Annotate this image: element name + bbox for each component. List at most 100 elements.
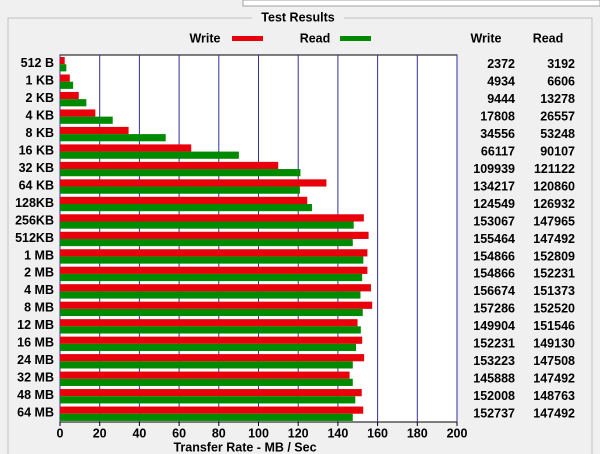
- y-tick-label: 4 KB: [26, 108, 54, 122]
- bar: [60, 326, 361, 334]
- table-value: 26557: [540, 109, 575, 123]
- y-tick-label: 128KB: [15, 196, 54, 210]
- table-value: 147492: [533, 232, 575, 246]
- bar: [60, 134, 166, 142]
- bar: [60, 413, 353, 421]
- bar: [60, 221, 354, 229]
- bar: [60, 238, 353, 247]
- x-tick-label: 60: [172, 426, 186, 440]
- y-tick-label: 16 MB: [17, 336, 54, 350]
- bar: [60, 371, 350, 379]
- table-value: 149904: [473, 319, 515, 333]
- y-tick-label: 2 KB: [26, 91, 54, 105]
- bar: [60, 273, 363, 282]
- table-value: 151546: [533, 319, 575, 333]
- table-value: 157286: [473, 302, 515, 316]
- x-tick-label: 180: [407, 426, 428, 440]
- x-tick-label: 20: [93, 426, 107, 440]
- bar: [60, 204, 312, 212]
- legend-label: Read: [300, 31, 331, 45]
- table-value: 90107: [540, 144, 575, 158]
- chart-title: Test Results: [261, 10, 334, 24]
- y-tick-label: 2 MB: [24, 266, 54, 280]
- bar: [60, 249, 368, 257]
- y-tick-label: 16 KB: [19, 143, 54, 157]
- table-value: 154866: [473, 249, 515, 263]
- table-value: 154866: [473, 267, 515, 281]
- table-value: 3192: [547, 57, 575, 71]
- table-value: 151373: [533, 284, 575, 298]
- table-value: 149130: [533, 337, 575, 351]
- table-value: 9444: [487, 92, 515, 106]
- table-value: 148763: [533, 389, 575, 403]
- bar: [60, 109, 96, 117]
- table-value: 34556: [480, 127, 515, 141]
- y-tick-label: 512 B: [21, 56, 54, 70]
- table-value: 124549: [473, 197, 515, 211]
- x-tick-label: 40: [132, 426, 146, 440]
- y-tick-label: 32 KB: [19, 161, 54, 175]
- bar: [60, 126, 129, 135]
- table-value: 147508: [533, 354, 575, 368]
- y-tick-label: 1 MB: [24, 248, 54, 262]
- table-value: 152737: [473, 407, 515, 421]
- y-tick-label: 32 MB: [17, 371, 54, 385]
- bar: [60, 396, 356, 404]
- y-tick-label: 8 KB: [26, 126, 54, 140]
- legend-swatch: [232, 36, 263, 41]
- bar: [60, 144, 192, 152]
- bar: [60, 116, 113, 124]
- x-tick-label: 120: [288, 426, 309, 440]
- bar: [60, 161, 279, 170]
- table-value: 109939: [473, 162, 515, 176]
- table-value: 153067: [473, 214, 515, 228]
- bar: [60, 64, 67, 72]
- table-value: 153223: [473, 354, 515, 368]
- table-value: 152520: [533, 302, 575, 316]
- y-tick-label: 24 MB: [17, 353, 54, 367]
- bar: [60, 354, 365, 362]
- bar: [60, 284, 371, 292]
- x-tick-label: 100: [248, 426, 269, 440]
- table-header: Read: [533, 31, 564, 45]
- bar: [60, 389, 362, 397]
- table-value: 147965: [533, 214, 575, 228]
- bar: [60, 343, 357, 352]
- bar: [60, 214, 364, 222]
- x-tick-label: 140: [327, 426, 348, 440]
- y-tick-label: 64 MB: [17, 406, 54, 420]
- bar: [60, 81, 74, 89]
- x-axis-label: Transfer Rate - MB / Sec: [173, 440, 316, 454]
- table-value: 2372: [487, 57, 515, 71]
- y-tick-label: 256KB: [15, 213, 54, 227]
- bar: [60, 336, 363, 344]
- table-value: 152008: [473, 389, 515, 403]
- bar: [60, 266, 368, 274]
- table-value: 17808: [480, 109, 515, 123]
- table-value: 121122: [534, 162, 575, 176]
- y-tick-label: 1 KB: [26, 74, 54, 88]
- bar: [60, 179, 327, 187]
- y-tick-label: 64 KB: [19, 178, 54, 192]
- bar: [60, 196, 308, 205]
- table-value: 155464: [473, 232, 515, 246]
- legend-swatch: [340, 36, 371, 41]
- table-value: 66117: [481, 144, 515, 158]
- y-tick-label: 12 MB: [17, 318, 54, 332]
- title-backdrop: [252, 9, 344, 27]
- bar: [60, 301, 373, 309]
- table-value: 156674: [473, 284, 515, 298]
- x-tick-label: 0: [57, 426, 64, 440]
- table-value: 126932: [533, 197, 575, 211]
- x-tick-label: 200: [447, 426, 468, 440]
- table-header: Write: [470, 31, 501, 45]
- bar: [60, 406, 364, 414]
- table-value: 13278: [540, 92, 575, 106]
- bar: [60, 378, 353, 386]
- table-value: 147492: [533, 407, 575, 421]
- bar: [60, 256, 364, 264]
- table-value: 120860: [533, 179, 575, 193]
- y-tick-label: 512KB: [15, 231, 54, 245]
- bar: [60, 57, 65, 65]
